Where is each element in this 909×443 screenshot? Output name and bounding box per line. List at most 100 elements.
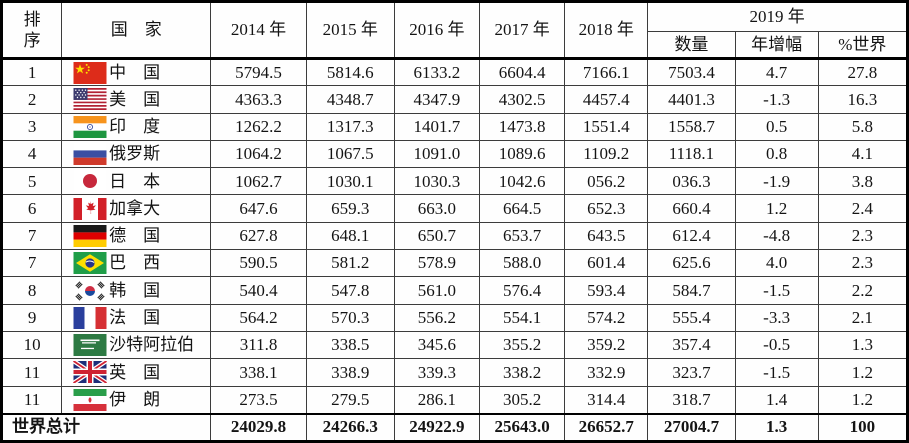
value-cell: 036.3 [647,167,736,196]
value-cell: 279.5 [305,385,395,415]
header-country: 国 家 [61,1,212,59]
value-cell: 338.2 [478,358,566,387]
value-cell: 1109.2 [564,139,649,169]
flag-japan-icon [73,170,107,193]
value-cell: 1.2 [817,385,909,415]
value-cell: 643.5 [564,221,649,251]
value-cell: -1.5 [734,276,819,305]
country-name: 中 国 [109,62,161,82]
country-cell: 英 国 [61,358,212,387]
value-cell: 339.3 [393,358,481,387]
value-cell: 332.9 [564,358,649,387]
value-cell: 584.7 [647,276,736,305]
value-cell: -3.3 [734,303,819,332]
value-cell: 2.2 [817,276,909,305]
header-year-2016: 2016 年 [393,1,481,59]
value-cell: 4302.5 [478,85,566,114]
table-row: 4 俄罗斯 1064.2 1067.5 1091.0 1089.6 1109.2 1118.1… [0,139,909,169]
value-cell: 578.9 [393,249,481,278]
value-cell: 311.8 [210,330,307,360]
total-value-2014: 24029.8 [210,412,307,442]
flag-saudi-arabia-icon [73,334,107,357]
value-cell: 0.5 [734,112,819,141]
rank-cell: 2 [0,85,63,114]
value-cell: 305.2 [478,385,566,415]
value-cell: 664.5 [478,194,566,223]
country-name: 德 国 [109,226,161,246]
value-cell: 359.2 [564,330,649,360]
value-cell: 1.3 [817,330,909,360]
country-cell: 韩 国 [61,276,212,305]
value-cell: 1067.5 [305,139,395,169]
flag-india-icon [73,115,107,138]
value-cell: 338.9 [305,358,395,387]
rank-cell: 4 [0,139,63,169]
rank-cell: 3 [0,112,63,141]
value-cell: 5794.5 [210,56,307,87]
value-cell: 338.1 [210,358,307,387]
flag-germany-icon [73,224,107,247]
country-cell: 中 国 [61,56,212,87]
header-year-2015: 2015 年 [305,1,395,59]
flag-iran-icon [73,388,107,411]
value-cell: -1.3 [734,85,819,114]
header-year-2017: 2017 年 [478,1,566,59]
value-cell: 7166.1 [564,56,649,87]
value-cell: 555.4 [647,303,736,332]
value-cell: 1401.7 [393,112,481,141]
total-row: 世界总计 24029.8 24266.3 24922.9 25643.0 266… [0,412,909,442]
value-cell: -1.9 [734,167,819,196]
total-value-2017: 25643.0 [478,412,566,442]
value-cell: 601.4 [564,249,649,278]
flag-russia-icon [73,143,107,166]
value-cell: 0.8 [734,139,819,169]
rank-cell: 11 [0,358,63,387]
flag-canada-icon [73,197,107,220]
rank-cell: 5 [0,167,63,196]
value-cell: 663.0 [393,194,481,223]
value-cell: 5.8 [817,112,909,141]
value-cell: 355.2 [478,330,566,360]
value-cell: 581.2 [305,249,395,278]
value-cell: 2.3 [817,221,909,251]
total-value-2019-quantity: 27004.7 [647,412,736,442]
value-cell: 1.4 [734,385,819,415]
value-cell: 323.7 [647,358,736,387]
flag-china-icon [73,61,107,84]
value-cell: 554.1 [478,303,566,332]
value-cell: 564.2 [210,303,307,332]
flag-brazil-icon [73,252,107,275]
country-cell: 日 本 [61,167,212,196]
value-cell: 286.1 [393,385,481,415]
value-cell: 1262.2 [210,112,307,141]
table-row: 11 伊 朗 273.5 279.5 286.1 305.2 314.4 318.7 1.4 1.… [0,385,909,415]
value-cell: 4.7 [734,56,819,87]
value-cell: 647.6 [210,194,307,223]
value-cell: 547.8 [305,276,395,305]
rank-cell: 7 [0,249,63,278]
value-cell: 318.7 [647,385,736,415]
rank-cell: 9 [0,303,63,332]
country-name: 美 国 [109,89,161,109]
rank-cell: 8 [0,276,63,305]
country-name: 加拿大 [109,198,161,218]
value-cell: 650.7 [393,221,481,251]
country-cell: 法 国 [61,303,212,332]
value-cell: 4401.3 [647,85,736,114]
table-body: 1 中 国 5794.5 5814.6 6133.2 6604.4 7166.1 7503.4… [0,56,909,415]
header-year-2019: 2019 年 [647,1,908,32]
table-row: 2 美 国 4363.3 4348.7 4347.9 4302.5 4457.4 4401.3… [0,85,909,114]
value-cell: 627.8 [210,221,307,251]
flag-usa-icon [73,88,107,111]
country-cell: 伊 朗 [61,385,212,415]
rank-cell: 11 [0,385,63,415]
value-cell: 1.2 [734,194,819,223]
rank-cell: 1 [0,56,63,87]
value-cell: 652.3 [564,194,649,223]
table-row: 8 韩 国 540.4 547.8 561.0 576.4 593.4 584.7 -1.5 2.… [0,276,909,305]
country-cell: 加拿大 [61,194,212,223]
value-cell: 1558.7 [647,112,736,141]
value-cell: 593.4 [564,276,649,305]
value-cell: 338.5 [305,330,395,360]
